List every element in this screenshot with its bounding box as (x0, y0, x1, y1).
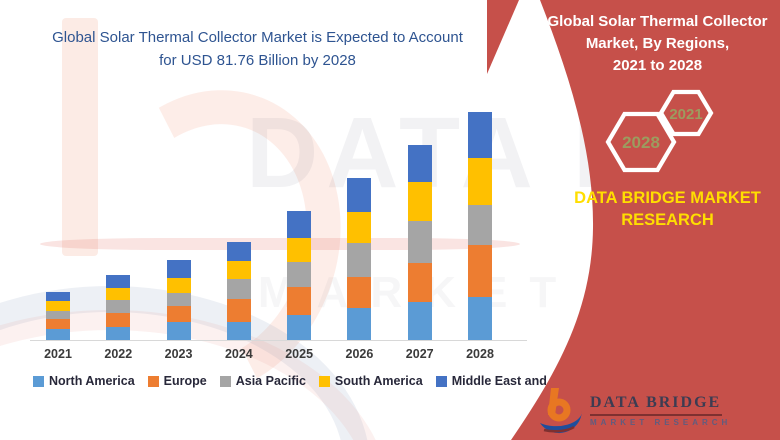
brand-wordmark: DATA BRIDGE MARKET RESEARCH (560, 187, 775, 232)
panel-title-line2: Market, By Regions, (585, 34, 730, 52)
panel-title: Global Solar Thermal Collector Market, B… (545, 11, 770, 76)
bar-segment-asia-pacific (407, 221, 432, 263)
bar-segment-north-america (287, 314, 312, 340)
logo-b-bowl (547, 398, 571, 422)
company-logo: DATA BRIDGE MARKET RESEARCH (538, 385, 731, 435)
logo-b-icon (540, 388, 583, 434)
legend-swatch (219, 375, 231, 387)
bar-segment-middle-east-and-africa (468, 112, 492, 159)
bar-segment-south-america (347, 211, 372, 244)
bar-segment-middle-east-and-africa (166, 260, 191, 278)
hexagon-2021-label: 2021 (669, 106, 702, 123)
bar-2026 (347, 178, 372, 340)
logo-name: DATA BRIDGE (590, 394, 722, 411)
legend-swatch (147, 375, 159, 387)
chart-title-line2: for USD 81.76 Billion by 2028 (159, 51, 356, 69)
bar-segment-asia-pacific (226, 279, 251, 300)
logo-underline (590, 414, 722, 416)
x-axis-label-2027: 2027 (405, 347, 434, 361)
bar-segment-asia-pacific (468, 204, 492, 246)
brand-wordmark-line2: RESEARCH (621, 211, 714, 230)
bar-2021 (46, 291, 70, 340)
bar-segment-middle-east-and-africa (407, 144, 432, 183)
bar-segment-middle-east-and-africa (106, 275, 131, 289)
legend-label: Asia Pacific (235, 374, 306, 388)
legend-item-south-america: South America (318, 374, 423, 388)
bar-segment-north-america (407, 301, 432, 340)
watermark-logo-b-stem (62, 18, 98, 256)
bar-segment-europe (106, 313, 131, 327)
x-axis-label-2021: 2021 (44, 347, 72, 361)
bar-segment-south-america (226, 261, 251, 280)
bar-segment-north-america (106, 326, 131, 340)
legend-label: North America (49, 374, 135, 388)
bar-2027 (407, 144, 432, 340)
x-axis-label-2025: 2025 (285, 347, 314, 361)
chart-title-line1: Global Solar Thermal Collector Market is… (52, 29, 463, 46)
bar-segment-asia-pacific (166, 292, 191, 307)
bar-segment-europe (287, 287, 312, 315)
bar-segment-middle-east-and-africa (287, 211, 312, 239)
bar-segment-europe (166, 306, 191, 322)
bar-segment-europe (347, 277, 372, 309)
bar-segment-south-america (407, 182, 432, 222)
x-axis-label-2023: 2023 (164, 347, 193, 361)
bar-2024 (226, 242, 251, 340)
bar-segment-europe (407, 263, 432, 302)
panel-title-line1: Global Solar Thermal Collector (547, 13, 768, 30)
bar-segment-middle-east-and-africa (226, 242, 251, 262)
legend-label: Europe (163, 374, 207, 388)
panel-title-line3: 2021 to 2028 (612, 56, 703, 74)
x-axis-line (30, 340, 527, 341)
bar-segment-north-america (226, 321, 251, 340)
bar-segment-asia-pacific (46, 310, 70, 320)
chart-title: Global Solar Thermal Collector Market is… (25, 27, 490, 72)
bar-segment-europe (46, 319, 70, 329)
logo-subtext: MARKET RESEARCH (590, 418, 732, 427)
bar-segment-south-america (46, 301, 70, 311)
legend-item-north-america: North America (33, 374, 135, 388)
bar-segment-middle-east-and-africa (347, 178, 372, 212)
stacked-bar-plot (46, 112, 492, 340)
legend-label: South America (334, 374, 423, 388)
bar-2022 (106, 275, 131, 340)
bar-segment-europe (468, 245, 492, 297)
bar-segment-europe (226, 299, 251, 322)
watermark-red-swoosh (40, 238, 520, 250)
legend-swatch (435, 375, 447, 387)
x-axis-label-2024: 2024 (224, 347, 253, 361)
bar-2025 (287, 211, 312, 340)
bar-segment-north-america (347, 308, 372, 340)
bar-segment-asia-pacific (287, 261, 312, 288)
bar-segment-north-america (468, 296, 492, 340)
bar-segment-south-america (468, 158, 492, 205)
bar-segment-south-america (166, 277, 191, 293)
bar-2023 (166, 260, 191, 340)
legend-swatch (33, 375, 44, 387)
legend-swatch (318, 375, 330, 387)
brand-wordmark-line1: DATA BRIDGE MARKET (574, 189, 761, 207)
bar-segment-asia-pacific (106, 299, 131, 314)
logo-text-block: DATA BRIDGE MARKET RESEARCH (590, 385, 731, 435)
x-axis-label-2022: 2022 (104, 347, 133, 361)
bar-segment-south-america (106, 288, 131, 300)
legend-item-europe: Europe (147, 374, 207, 388)
bar-segment-north-america (46, 328, 70, 340)
x-axis-labels: 2021 2022 2023 2024 2025 2026 2027 2028 (44, 347, 494, 363)
bar-2028 (468, 112, 492, 340)
legend-item-asia-pacific: Asia Pacific (219, 374, 306, 388)
bar-segment-asia-pacific (347, 243, 372, 278)
x-axis-label-2028: 2028 (466, 347, 494, 361)
x-axis-label-2026: 2026 (345, 347, 374, 361)
bar-segment-middle-east-and-africa (46, 291, 70, 302)
bar-segment-south-america (287, 238, 312, 262)
hexagon-2028-label: 2028 (622, 133, 660, 152)
bar-segment-north-america (166, 321, 191, 340)
